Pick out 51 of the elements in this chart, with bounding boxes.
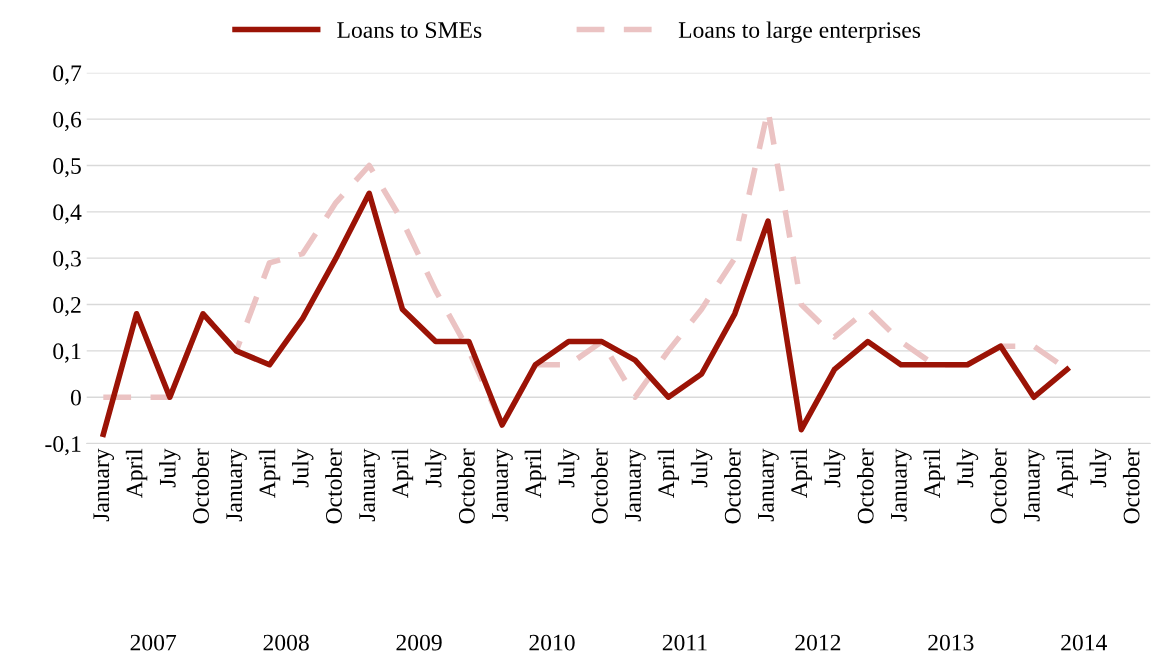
y-tick-label: 0,5 [53, 157, 81, 178]
x-tick-label: April [790, 448, 812, 499]
x-tick-label: October [591, 448, 608, 524]
text: 2011 [662, 634, 707, 651]
y-tick-label: 0,7 [53, 65, 82, 85]
x-tick-label: April [524, 448, 547, 499]
text: 2009 [396, 634, 442, 651]
x-tick-label: January [758, 448, 779, 522]
y-tick-label: 0,1 [53, 343, 81, 363]
x-tick-label: April [1056, 448, 1078, 499]
x-tick-label: July [690, 448, 713, 488]
x-tick-label: July [159, 448, 181, 488]
x-tick-label: January [891, 448, 912, 522]
x-tick-label: October [1122, 448, 1140, 524]
x-tick-label: January [625, 448, 646, 522]
x-tick-label: January [1024, 448, 1045, 522]
x-tick-label: January [226, 448, 247, 522]
text: 2012 [795, 634, 841, 651]
x-tick-label: October [458, 448, 475, 524]
y-tick-label: 0,3 [53, 250, 81, 270]
x-tick-label: October [857, 448, 874, 524]
text: 2008 [263, 634, 309, 651]
x-tick-label: January [93, 448, 115, 522]
legend-label: Loans to large enterprises [678, 21, 921, 43]
x-tick-label: July [823, 448, 846, 488]
text: 2010 [529, 634, 575, 651]
y-tick-label: 0,6 [53, 111, 82, 131]
x-tick-label: July [956, 448, 979, 488]
x-tick-label: January [492, 448, 513, 522]
x-tick-label: April [391, 448, 414, 499]
x-tick-label: April [258, 448, 281, 499]
x-tick-label: April [125, 448, 148, 499]
text: 2007 [130, 634, 177, 651]
x-tick-label: October [325, 448, 342, 524]
x-tick-label: July [1089, 448, 1112, 488]
y-tick-label: -0,1 [45, 436, 81, 456]
x-tick-label: April [923, 448, 945, 499]
x-tick-label: January [359, 448, 380, 522]
x-tick-label: July [424, 448, 447, 488]
x-tick-label: July [557, 448, 580, 488]
x-tick-label: April [657, 448, 680, 499]
y-tick-label: 0,2 [53, 297, 81, 317]
y-tick-label: 0 [70, 389, 81, 406]
x-tick-label: July [291, 448, 314, 488]
text: 2013 [928, 634, 974, 651]
x-tick-label: October [989, 448, 1007, 524]
x-tick-label: October [724, 448, 741, 524]
y-tick-label: 0,4 [53, 204, 82, 224]
legend-label: Loans to SMEs [337, 22, 482, 39]
x-tick-label: October [192, 448, 209, 524]
text: 2014 [1061, 634, 1107, 651]
